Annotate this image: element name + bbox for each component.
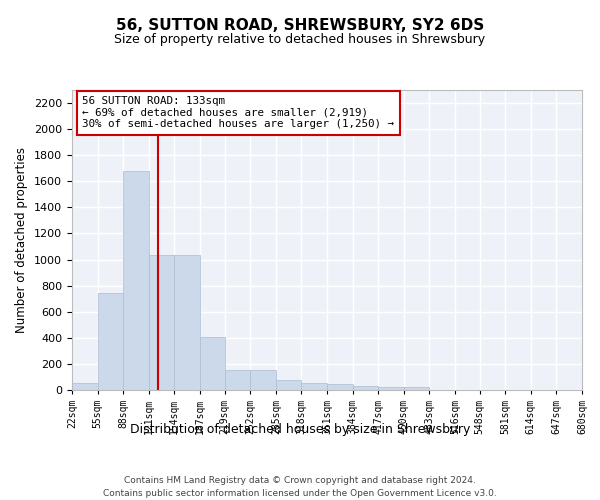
Bar	[378, 386, 404, 390]
Bar	[98, 293, 123, 390]
Bar	[200, 337, 224, 390]
Bar	[250, 370, 276, 390]
Text: Contains public sector information licensed under the Open Government Licence v3: Contains public sector information licen…	[103, 489, 497, 498]
Bar	[149, 255, 175, 390]
Y-axis label: Number of detached properties: Number of detached properties	[16, 147, 28, 333]
Bar	[404, 388, 430, 390]
Text: Size of property relative to detached houses in Shrewsbury: Size of property relative to detached ho…	[115, 32, 485, 46]
Text: Distribution of detached houses by size in Shrewsbury: Distribution of detached houses by size …	[130, 422, 470, 436]
Text: 56, SUTTON ROAD, SHREWSBURY, SY2 6DS: 56, SUTTON ROAD, SHREWSBURY, SY2 6DS	[116, 18, 484, 32]
Bar	[175, 255, 200, 390]
Bar	[72, 383, 98, 390]
Bar	[123, 171, 149, 390]
Bar	[353, 386, 378, 390]
Text: Contains HM Land Registry data © Crown copyright and database right 2024.: Contains HM Land Registry data © Crown c…	[124, 476, 476, 485]
Bar	[224, 370, 250, 390]
Bar	[327, 384, 353, 390]
Bar	[301, 384, 327, 390]
Bar	[276, 380, 301, 390]
Text: 56 SUTTON ROAD: 133sqm
← 69% of detached houses are smaller (2,919)
30% of semi-: 56 SUTTON ROAD: 133sqm ← 69% of detached…	[82, 96, 394, 129]
